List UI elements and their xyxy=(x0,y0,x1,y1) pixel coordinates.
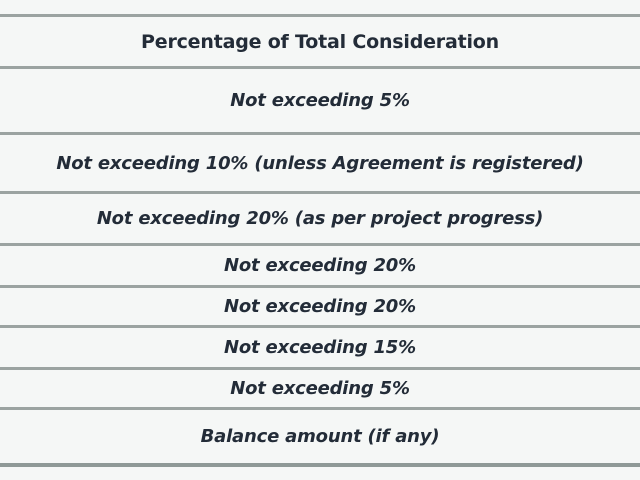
table-row: Not exceeding 20% xyxy=(0,285,640,325)
row-label: Not exceeding 20% xyxy=(224,255,416,276)
table-header-label: Percentage of Total Consideration xyxy=(141,30,499,53)
table-row: Balance amount (if any) xyxy=(0,407,640,463)
table-row: Not exceeding 10% (unless Agreement is r… xyxy=(0,132,640,191)
table-row: Not exceeding 20% (as per project progre… xyxy=(0,191,640,243)
table-row: Not exceeding 15% xyxy=(0,325,640,367)
row-label: Not exceeding 15% xyxy=(224,337,416,358)
top-margin xyxy=(0,0,640,14)
table-bottom-border xyxy=(0,463,640,467)
row-label: Balance amount (if any) xyxy=(200,426,440,447)
table-row: Not exceeding 20% xyxy=(0,243,640,285)
row-label: Not exceeding 10% (unless Agreement is r… xyxy=(56,152,584,174)
table-row: Not exceeding 5% xyxy=(0,367,640,407)
table-header-row: Percentage of Total Consideration xyxy=(0,14,640,66)
row-label: Not exceeding 5% xyxy=(230,90,410,111)
table-row: Not exceeding 5% xyxy=(0,66,640,132)
row-label: Not exceeding 20% (as per project progre… xyxy=(96,208,544,229)
row-label: Not exceeding 20% xyxy=(224,296,416,317)
row-label: Not exceeding 5% xyxy=(230,378,410,399)
